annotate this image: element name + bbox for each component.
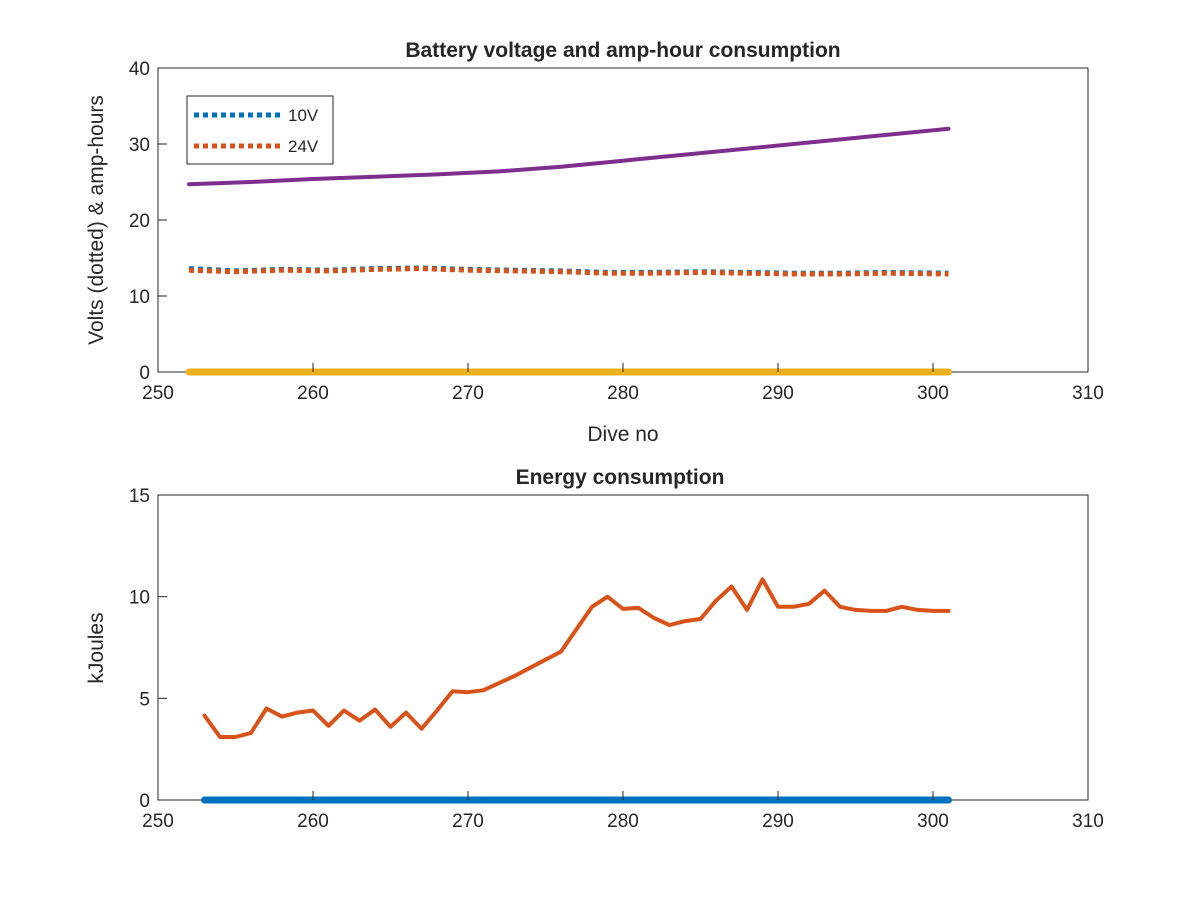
energy-x-tick-label-0: 250 [142,811,174,832]
voltage-x-tick-label-6: 310 [1072,383,1104,404]
voltage-x-tick-label-1: 260 [297,383,329,404]
energy-chart-title: Energy consumption [516,466,725,489]
voltage-y-tick-label-2: 20 [129,211,150,232]
voltage-x-tick-label-3: 280 [607,383,639,404]
voltage-y-tick-label-4: 40 [129,59,150,80]
voltage-x-tick-label-2: 270 [452,383,484,404]
energy-x-tick-label-3: 280 [607,811,639,832]
energy-x-tick-label-1: 260 [297,811,329,832]
voltage-chart-marks [185,126,952,376]
energy-chart: 250 260 270 280 290 300 310 0 5 10 15 Energy consu… [85,466,1104,832]
voltage-chart-x-axis-label: Dive no [587,423,658,446]
voltage-x-tick-label-5: 300 [917,383,949,404]
energy-x-tick-label-6: 310 [1072,811,1104,832]
energy-x-tick-label-5: 300 [917,811,949,832]
voltage-chart-ticks: 250 260 270 280 290 300 310 0 10 20 30 40 [129,59,1104,404]
voltage-x-tick-label-0: 250 [142,383,174,404]
voltage-chart-title: Battery voltage and amp-hour consumption [405,39,840,62]
legend-label-24v: 24V [288,137,319,156]
voltage-chart-legend: 10V 24V [186,95,334,165]
energy-y-tick-label-0: 0 [139,791,150,812]
energy-chart-marks [201,577,952,804]
voltage-y-tick-label-0: 0 [139,363,150,384]
energy-series-line-1 [202,577,951,739]
voltage-series-line-2 [187,126,951,187]
voltage-x-tick-label-4: 290 [762,383,794,404]
energy-y-tick-label-1: 5 [139,689,150,710]
energy-chart-ticks: 250 260 270 280 290 300 310 0 5 10 15 [129,486,1104,832]
voltage-y-tick-label-1: 10 [129,287,150,308]
energy-y-tick-label-2: 10 [129,588,150,609]
energy-x-tick-label-2: 270 [452,811,484,832]
legend-box [186,95,334,165]
energy-plot-area [157,494,1089,801]
voltage-y-tick-label-3: 30 [129,135,150,156]
voltage-chart-y-axis-label: Volts (dotted) & amp-hours [85,95,108,345]
energy-chart-y-axis-label: kJoules [85,612,108,683]
energy-y-tick-label-3: 15 [129,486,150,507]
legend-label-10v: 10V [288,106,319,125]
voltage-series-line-1 [188,266,949,277]
energy-x-tick-label-4: 290 [762,811,794,832]
voltage-chart: 250 260 270 280 290 300 310 0 10 20 30 40 Battery v… [85,39,1104,446]
